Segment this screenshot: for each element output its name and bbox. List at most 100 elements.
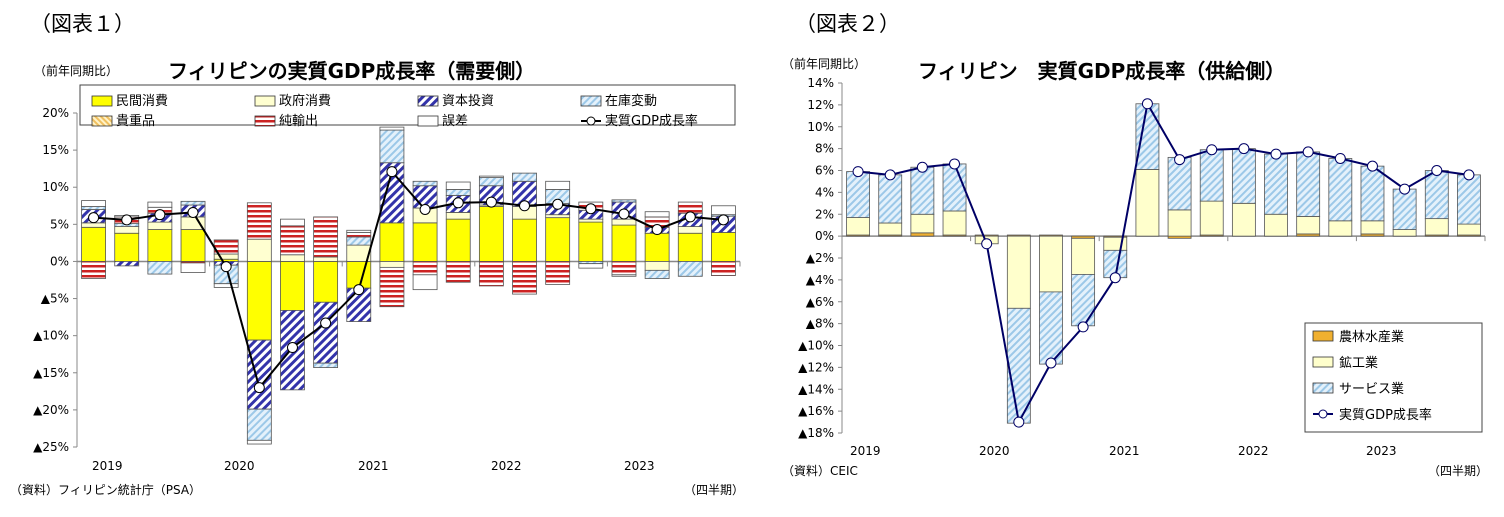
bar-民間消費 bbox=[578, 221, 604, 262]
legend-swatch bbox=[417, 95, 439, 107]
bar-純輸出 bbox=[246, 202, 272, 240]
bar-純輸出 bbox=[478, 261, 504, 287]
bar-鉱工業 bbox=[1006, 235, 1031, 309]
bar-鉱工業 bbox=[910, 213, 935, 234]
bar-純輸出 bbox=[512, 261, 537, 295]
bar-誤差 bbox=[379, 126, 405, 131]
bar-誤差 bbox=[478, 175, 504, 178]
bar-誤差 bbox=[280, 218, 305, 227]
legend-label: サービス業 bbox=[1339, 381, 1404, 397]
gdp-growth-point bbox=[684, 211, 696, 223]
legend-swatch bbox=[91, 95, 113, 107]
chart2-title: フィリピン 実質GDP成長率（供給側） bbox=[918, 59, 1286, 83]
bar-誤差 bbox=[578, 263, 604, 269]
bar-サービス業 bbox=[1071, 274, 1096, 327]
y-tick-label: ▲16% bbox=[798, 404, 834, 418]
bar-在庫変動 bbox=[412, 180, 438, 187]
legend-swatch bbox=[1312, 330, 1334, 342]
bar-誤差 bbox=[545, 180, 571, 190]
y-tick-label: 2% bbox=[815, 207, 834, 221]
chart1-title: フィリピンの実質GDP成長率（需要側） bbox=[168, 59, 536, 83]
gdp-growth-point bbox=[1431, 165, 1443, 176]
bar-誤差 bbox=[213, 283, 239, 288]
bar-在庫変動 bbox=[677, 261, 703, 277]
bar-鉱工業 bbox=[1392, 229, 1417, 237]
bar-サービス業 bbox=[1424, 170, 1449, 220]
y-tick-label: ▲20% bbox=[33, 403, 69, 417]
y-tick-label: 10% bbox=[42, 180, 69, 194]
y-tick-label: ▲8% bbox=[806, 317, 834, 331]
bar-民間消費 bbox=[611, 224, 637, 262]
bar-政府消費 bbox=[677, 226, 703, 234]
y-tick-label: ▲25% bbox=[33, 440, 69, 454]
bar-純輸出 bbox=[445, 261, 471, 283]
bar-民間消費 bbox=[478, 206, 504, 262]
bar-民間消費 bbox=[313, 261, 339, 303]
bar-サービス業 bbox=[1392, 188, 1417, 230]
bar-鉱工業 bbox=[846, 217, 870, 236]
bar-鉱工業 bbox=[1039, 235, 1063, 293]
legend-swatch bbox=[417, 115, 439, 127]
bar-在庫変動 bbox=[180, 200, 206, 206]
bar-政府消費 bbox=[445, 212, 471, 220]
bar-在庫変動 bbox=[512, 172, 537, 182]
bar-政府消費 bbox=[81, 222, 106, 228]
legend-swatch bbox=[1312, 382, 1334, 394]
bar-民間消費 bbox=[445, 218, 471, 262]
y-tick-label: 6% bbox=[815, 164, 834, 178]
bar-サービス業 bbox=[1264, 153, 1288, 215]
bar-鉱工業 bbox=[1167, 209, 1192, 237]
gdp-growth-point bbox=[220, 261, 232, 273]
legend-label: 実質GDP成長率 bbox=[1339, 407, 1432, 423]
x-year-label: 2022 bbox=[491, 459, 522, 473]
bar-サービス業 bbox=[1199, 149, 1224, 202]
bar-政府消費 bbox=[114, 226, 140, 234]
bar-民間消費 bbox=[81, 226, 106, 262]
chart2-source: （資料）CEIC bbox=[782, 464, 858, 478]
gdp-growth-point bbox=[1334, 152, 1346, 164]
gdp-growth-point bbox=[852, 166, 864, 178]
bar-政府消費 bbox=[379, 261, 405, 268]
gdp-growth-point bbox=[286, 342, 298, 354]
chart2 bbox=[838, 82, 1486, 434]
bar-在庫変動 bbox=[379, 129, 405, 164]
legend-swatch bbox=[1312, 356, 1334, 368]
x-year-label: 2019 bbox=[92, 459, 123, 473]
legend-swatch bbox=[254, 115, 276, 127]
legend-label: 鉱工業 bbox=[1339, 355, 1378, 371]
bar-政府消費 bbox=[644, 261, 670, 271]
bar-誤差 bbox=[346, 229, 372, 233]
y-tick-label: ▲10% bbox=[798, 339, 834, 353]
bar-純輸出 bbox=[313, 216, 339, 258]
bar-誤差 bbox=[412, 274, 438, 291]
chart2-period: （四半期） bbox=[1428, 464, 1489, 478]
gdp-growth-point bbox=[717, 214, 729, 226]
legend-label: 政府消費 bbox=[279, 94, 331, 109]
bar-政府消費 bbox=[611, 218, 637, 226]
legend-label: 民間消費 bbox=[116, 94, 168, 109]
bar-誤差 bbox=[611, 274, 637, 277]
gdp-growth-point bbox=[1013, 416, 1025, 428]
chart1-period: （四半期） bbox=[684, 483, 745, 497]
y-tick-label: ▲10% bbox=[33, 329, 69, 343]
bar-サービス業 bbox=[1231, 148, 1256, 204]
legend-label: 純輸出 bbox=[279, 114, 318, 129]
bar-誤差 bbox=[180, 262, 206, 273]
bar-在庫変動 bbox=[81, 206, 106, 210]
bar-鉱工業 bbox=[1328, 220, 1353, 237]
gdp-growth-point bbox=[585, 203, 597, 215]
bar-鉱工業 bbox=[1296, 216, 1321, 235]
bar-誤差 bbox=[711, 205, 736, 216]
y-tick-label: ▲4% bbox=[806, 273, 834, 287]
x-year-label: 2020 bbox=[224, 459, 255, 473]
x-year-label: 2022 bbox=[1238, 444, 1269, 458]
bar-在庫変動 bbox=[478, 177, 504, 187]
bar-在庫変動 bbox=[644, 269, 670, 279]
gdp-growth-point bbox=[485, 196, 497, 208]
chart1-source: （資料）フィリピン統計庁（PSA） bbox=[10, 483, 202, 497]
legend-swatch bbox=[580, 95, 602, 107]
y-tick-label: ▲14% bbox=[798, 382, 834, 396]
legend-marker-icon bbox=[586, 116, 596, 126]
bar-鉱工業 bbox=[1231, 202, 1256, 237]
